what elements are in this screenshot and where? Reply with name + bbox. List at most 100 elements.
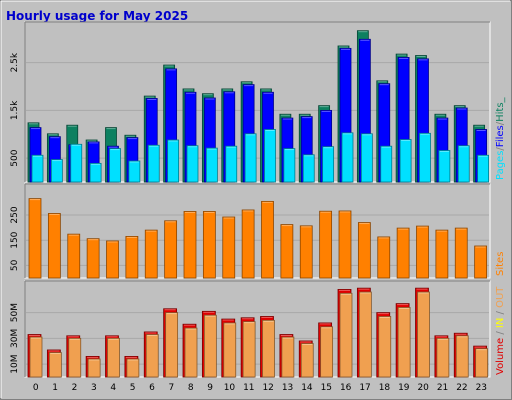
- panel-3: 10M 30M 50M: [10, 280, 491, 378]
- out-bar: [48, 352, 62, 378]
- sites-bar: [261, 200, 274, 279]
- sites-bar: [86, 238, 100, 279]
- x-tick-label: 5: [130, 383, 136, 393]
- legend-part: OUT: [495, 286, 506, 308]
- y-tick-label: 50: [10, 259, 20, 271]
- out-bar: [417, 291, 430, 378]
- pages-bar: [186, 145, 199, 183]
- legend-part: Volume: [495, 338, 506, 375]
- y-tick-label: 10M: [10, 355, 20, 374]
- legend-part: /: [495, 121, 506, 125]
- x-tick-label: 12: [262, 383, 273, 393]
- out-bar: [378, 316, 392, 378]
- x-tick-label: 6: [149, 383, 155, 393]
- x-tick-label: 1: [52, 383, 58, 393]
- out-bar: [262, 319, 275, 378]
- out-bar: [320, 326, 334, 378]
- out-bar: [281, 336, 295, 378]
- legend-volume-in-out: Volume / IN / OUT: [495, 286, 506, 375]
- out-bar: [223, 322, 237, 378]
- sites-bar: [474, 245, 488, 279]
- out-bar: [358, 291, 372, 378]
- pages-bar: [360, 133, 373, 183]
- y-tick-label: 50M: [10, 303, 20, 322]
- sites-bar: [338, 210, 352, 279]
- y-tick-label: 30M: [10, 329, 20, 348]
- x-tick-label: 21: [437, 383, 448, 393]
- out-bar: [339, 292, 353, 378]
- x-tick-label: 10: [224, 383, 236, 393]
- sites-bar: [416, 225, 429, 279]
- out-bar: [145, 334, 159, 378]
- x-tick-label: 15: [321, 383, 332, 393]
- pages-bar: [477, 154, 490, 183]
- y-tick-label: 1.5k: [10, 100, 20, 120]
- x-tick-label: 0: [33, 383, 39, 393]
- x-tick-label: 19: [398, 383, 410, 393]
- x-tick-label: 14: [301, 383, 313, 393]
- x-tick-label: 2: [72, 383, 78, 393]
- out-bar: [165, 312, 179, 378]
- out-bar: [242, 321, 256, 378]
- y-tick-label: 150: [10, 231, 20, 248]
- sites-bar: [280, 224, 294, 279]
- pages-bar: [205, 147, 218, 183]
- sites-bar: [47, 213, 61, 279]
- x-tick-label: 16: [340, 383, 352, 393]
- legend-part: IN: [495, 318, 506, 328]
- legend-part: /: [495, 147, 506, 151]
- out-bar: [455, 335, 469, 378]
- pages-bar: [419, 132, 431, 183]
- panel-2: 50 150 250: [10, 183, 491, 279]
- x-tick-label: 22: [456, 383, 467, 393]
- out-bar: [68, 337, 82, 378]
- pages-bar: [31, 154, 44, 183]
- sites-bar: [125, 236, 139, 279]
- x-tick-label: 4: [110, 383, 116, 393]
- sites-bar: [319, 210, 333, 279]
- sites-bar: [28, 198, 42, 279]
- pages-bar: [50, 159, 63, 183]
- x-tick-label: 23: [476, 383, 487, 393]
- out-bar: [203, 314, 217, 378]
- out-bar: [436, 337, 450, 378]
- y-tick-label: 250: [10, 206, 20, 223]
- pages-bar: [438, 150, 451, 183]
- sites-bar: [183, 211, 197, 279]
- legend-part: Sites: [495, 252, 506, 276]
- sites-bar: [164, 220, 178, 279]
- pages-bar: [109, 148, 121, 183]
- x-tick-label: 8: [188, 383, 194, 393]
- out-bar: [29, 336, 43, 378]
- x-tick-label: 13: [282, 383, 293, 393]
- legend-top: Pages/Files/Hits_: [495, 96, 506, 180]
- out-bar: [126, 358, 140, 378]
- pages-bar: [147, 144, 160, 183]
- legend-bottom: Volume / IN / OUT: [495, 286, 506, 375]
- out-bar: [300, 343, 314, 378]
- sites-bar: [67, 233, 81, 279]
- sites-bar: [241, 209, 255, 279]
- pages-bar: [70, 143, 83, 183]
- x-tick-label: 17: [359, 383, 370, 393]
- legend-part: /: [495, 328, 506, 338]
- legend-part: Hits_: [495, 96, 506, 121]
- x-tick-label: 7: [168, 383, 174, 393]
- legend-part: Files: [495, 125, 506, 147]
- panel-background: [24, 21, 491, 183]
- sites-bar: [202, 211, 216, 279]
- pages-bar: [264, 129, 276, 183]
- legend-sites: Sites: [495, 252, 506, 276]
- x-tick-label: 18: [379, 383, 391, 393]
- sites-bar: [222, 216, 236, 279]
- y-tick-label: 500: [10, 149, 20, 166]
- y-tick-label: 2.5k: [10, 52, 20, 72]
- sites-bar: [106, 240, 119, 279]
- sites-bar: [396, 227, 410, 279]
- pages-bar: [380, 145, 393, 183]
- pages-bar: [225, 145, 238, 183]
- pages-bar: [302, 154, 315, 183]
- legend-mid: Sites: [495, 252, 506, 276]
- out-bar: [184, 327, 198, 378]
